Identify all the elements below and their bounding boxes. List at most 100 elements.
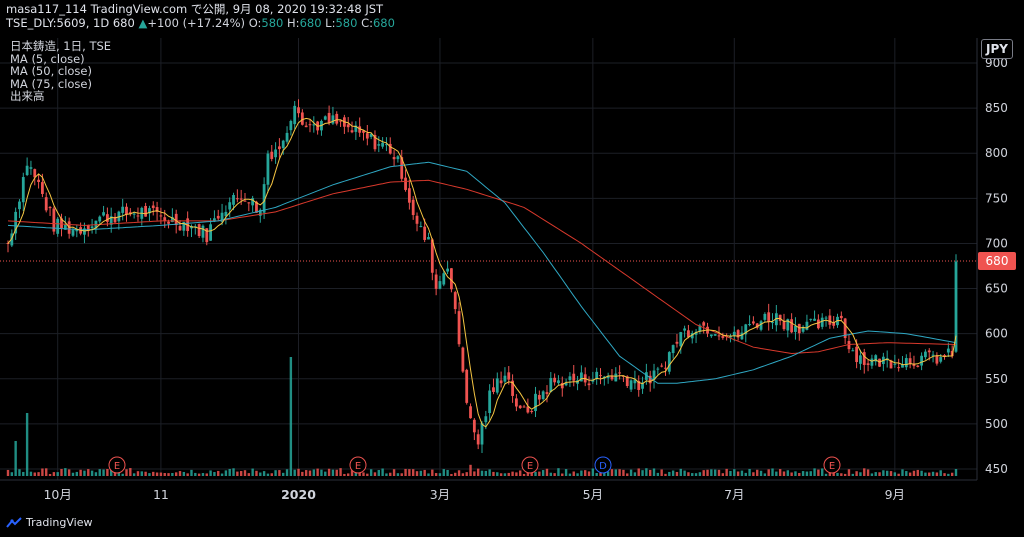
legend-ma50[interactable]: MA (50, close) [10,64,92,78]
volume-bar [320,469,323,476]
low-label: L: [325,16,336,30]
volume-bar [209,470,212,476]
candle-body [721,336,725,338]
candle-body [859,355,862,364]
volume-bar [465,472,468,476]
volume-bar [511,471,514,476]
volume-bar [94,472,98,476]
legend-title[interactable]: 日本鋳造, 1日, TSE [10,39,112,53]
volume-bar [606,471,610,476]
candle-body [442,273,446,285]
volume-bar [171,472,174,476]
volume-bar [786,470,790,476]
volume-bar [259,472,262,476]
candle-body [407,188,411,203]
volume-bar [721,473,725,476]
candle-body [503,375,507,382]
volume-bar [190,469,193,476]
candle-body [778,314,782,321]
volume-bar [885,470,889,476]
volume-bar [427,473,430,476]
candle-body [924,351,927,358]
candle-body [901,364,904,368]
volume-bar [928,472,931,476]
earnings-marker[interactable]: E [521,456,539,474]
volume-bar [90,470,94,476]
volume-bar [744,472,747,476]
volume-bar [389,472,392,476]
candle-body [258,209,262,216]
volume-bar [717,469,721,476]
candle-body [434,274,438,289]
time-tick-label: 11 [153,487,169,502]
volume-bar [763,473,767,476]
candle-body [197,224,201,236]
tradingview-logo[interactable]: TradingView [6,516,92,529]
volume-bar [442,469,445,476]
symbol-text: TSE_DLY:5609, 1D 680 [6,16,135,30]
currency-button[interactable]: JPY [981,39,1013,59]
candlesticks [6,99,958,453]
legend-volume[interactable]: 出来高 [10,89,45,103]
volume-bar [622,469,625,476]
candle-body [362,130,365,133]
candle-body [148,208,151,214]
earnings-marker[interactable]: E [823,456,841,474]
volume-bar [461,473,465,476]
volume-bar [908,472,912,476]
earnings-marker[interactable]: E [349,456,367,474]
candle-body [782,321,786,330]
candle-body [568,376,572,380]
earnings-marker[interactable]: E [108,456,126,474]
candle-body [25,165,29,176]
candle-body [209,224,212,241]
dividend-marker[interactable]: D [594,456,612,474]
candle-body [404,177,407,190]
candle-body [369,134,373,137]
candle-body [270,151,274,159]
candle-body [786,319,790,331]
volume-bar [710,469,713,476]
candle-body [438,281,442,289]
volume-bar [610,469,614,476]
candle-body [507,372,511,380]
legend-ma5[interactable]: MA (5, close) [10,51,85,66]
volume-bar [626,473,629,476]
volume-bar [220,473,224,476]
volume-bar [526,472,530,476]
volume-bar [469,464,472,476]
volume-bar [362,472,365,476]
candle-body [549,377,553,393]
candle-body [308,124,312,126]
candle-body [174,213,178,226]
volume-bar [931,471,935,476]
volume-bar [687,472,690,476]
volume-bar [916,469,919,476]
volume-bar [729,470,732,476]
candle-body [492,387,495,392]
volume-bar [228,468,231,476]
candle-body [557,380,560,384]
volume-bar [882,470,885,476]
candle-body [312,124,316,126]
candle-body [599,375,602,377]
volume-bar [553,473,556,476]
candle-body [954,261,958,352]
candle-body [515,398,518,407]
volume-bar [809,471,812,476]
volume-bar [859,472,862,476]
volume-bar [519,470,522,476]
volume-bar [771,468,774,476]
candle-body [98,216,102,222]
candle-body [44,197,48,211]
candle-body [855,346,859,363]
candle-body [614,373,618,382]
volume-bar [121,473,124,476]
volume-bar [129,468,132,476]
legend-ma75[interactable]: MA (75, close) [10,76,92,91]
candle-body [339,120,342,122]
candle-body [167,221,170,224]
volume-bar [392,469,396,476]
candle-body [652,370,656,380]
